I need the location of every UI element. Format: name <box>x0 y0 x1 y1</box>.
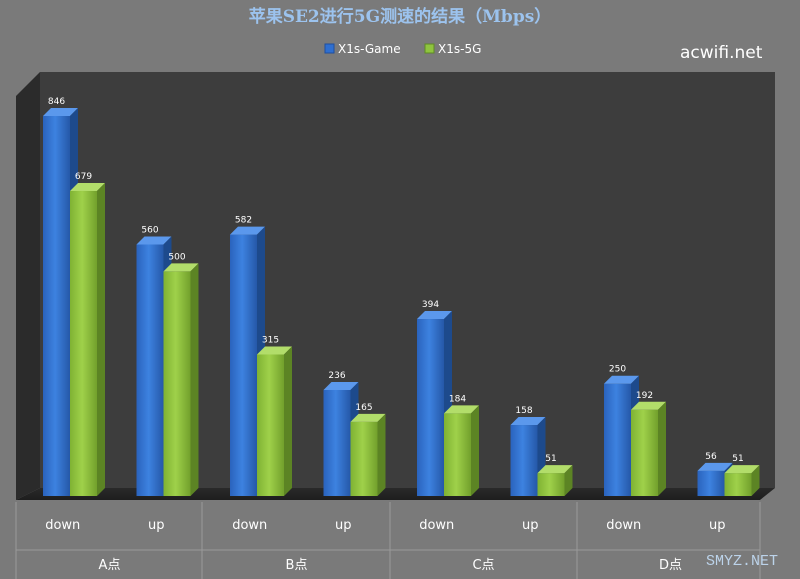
tick-label-7: down <box>606 518 641 533</box>
data-label-2-5: 184 <box>449 394 466 404</box>
group-label-3: C点 <box>472 558 494 573</box>
legend-swatch-series-2 <box>424 43 435 54</box>
bars: 846 679 560 500 582 315 236 165 394 184 158 51 250 19… <box>43 97 760 497</box>
chart-title: 苹果SE2进行5G测速的结果（Mbps） <box>249 6 552 27</box>
bar-2-2 <box>163 263 199 496</box>
bar-2-8 <box>724 465 760 496</box>
data-label-1-5: 394 <box>422 300 439 310</box>
tick-label-8: up <box>709 518 726 533</box>
tick-label-4: up <box>335 518 352 533</box>
data-label-1-2: 560 <box>141 225 158 235</box>
data-label-2-6: 51 <box>545 454 556 464</box>
data-label-1-8: 56 <box>705 452 717 462</box>
plot-floor <box>16 488 775 500</box>
legend: X1s-Game X1s-5G <box>324 42 481 56</box>
plot-back-wall <box>40 72 775 488</box>
tick-label-6: up <box>522 518 539 533</box>
legend-label-series-1: X1s-Game <box>338 42 401 56</box>
tick-label-3: down <box>232 518 267 533</box>
group-label-4: D点 <box>659 558 682 573</box>
tick-label-5: down <box>419 518 454 533</box>
data-label-1-4: 236 <box>328 371 345 381</box>
data-label-2-7: 192 <box>636 391 653 401</box>
data-label-2-3: 315 <box>262 336 279 346</box>
bar-2-6 <box>537 465 573 496</box>
plot-side-wall <box>16 72 40 500</box>
data-label-2-2: 500 <box>168 252 185 262</box>
legend-label-series-2: X1s-5G <box>438 42 481 56</box>
data-label-2-8: 51 <box>732 454 743 464</box>
watermark-top-right: acwifi.net <box>680 43 763 63</box>
watermark-bottom-right: SMYZ.NET <box>706 553 778 570</box>
data-label-1-7: 250 <box>609 365 626 375</box>
data-label-1-6: 158 <box>515 406 532 416</box>
group-label-2: B点 <box>286 558 308 573</box>
category-labels: down up down up down up down up A点 B点 C点 D点 <box>45 518 725 573</box>
group-label-1: A点 <box>99 558 121 573</box>
bar-2-1 <box>70 183 105 496</box>
data-label-2-4: 165 <box>355 403 372 413</box>
bar-2-3 <box>257 346 292 496</box>
data-label-1-3: 582 <box>235 216 252 226</box>
category-table <box>15 502 761 579</box>
legend-swatch-series-1 <box>324 43 335 54</box>
data-label-1-1: 846 <box>48 97 65 107</box>
bar-2-4 <box>350 413 386 496</box>
bar-2-7 <box>631 401 666 496</box>
tick-label-2: up <box>148 518 165 533</box>
data-label-2-1: 679 <box>75 172 92 182</box>
tick-label-1: down <box>45 518 80 533</box>
bar-2-5 <box>444 405 479 496</box>
